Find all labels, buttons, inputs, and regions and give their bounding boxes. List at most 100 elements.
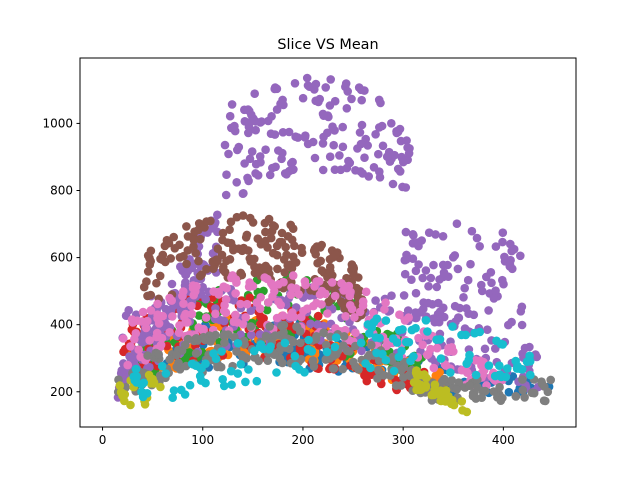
scatter-point-series-9-cluster-0-55 <box>169 386 179 395</box>
scatter-point-series-4-cluster-1-82 <box>357 120 367 130</box>
scatter-point-series-7-cluster-1-48 <box>473 383 482 392</box>
scatter-point-series-4-cluster-2-66 <box>463 275 473 285</box>
scatter-point-series-6-cluster-0-166 <box>141 323 151 333</box>
scatter-point-series-9-cluster-0-69 <box>378 349 387 359</box>
x-tick-label-3: 300 <box>392 433 415 447</box>
scatter-point-series-7-cluster-0-4 <box>319 328 328 338</box>
scatter-point-series-9-cluster-0-58 <box>496 339 506 349</box>
scatter-point-series-9-cluster-0-97 <box>187 359 197 369</box>
scatter-point-series-5-cluster-0-158 <box>164 238 174 248</box>
scatter-point-series-2-cluster-0-142 <box>181 354 191 363</box>
scatter-point-series-4-cluster-2-50 <box>517 320 527 330</box>
scatter-point-series-4-cluster-2-56 <box>418 273 428 283</box>
scatter-point-series-9-cluster-0-116 <box>139 378 148 388</box>
scatter-point-series-4-cluster-2-36 <box>452 219 462 228</box>
scatter-point-series-4-cluster-2-60 <box>498 228 508 237</box>
scatter-point-series-4-cluster-1-146 <box>326 75 336 84</box>
scatter-point-series-6-cluster-0-110 <box>288 271 298 280</box>
scatter-point-series-9-cluster-0-72 <box>226 366 236 376</box>
scatter-point-series-8-cluster-1-32 <box>412 385 421 395</box>
scatter-point-series-5-cluster-0-147 <box>146 290 155 300</box>
scatter-point-series-4-cluster-1-144 <box>328 122 337 131</box>
scatter-point-series-4-cluster-2-27 <box>459 293 468 302</box>
scatter-point-series-7-cluster-1-35 <box>437 377 447 387</box>
scatter-point-series-5-cluster-0-29 <box>336 297 346 306</box>
scatter-point-series-5-cluster-0-82 <box>246 257 255 266</box>
scatter-point-series-6-cluster-0-182 <box>138 307 148 317</box>
scatter-point-series-4-cluster-1-66 <box>253 171 263 180</box>
scatter-point-series-7-cluster-0-152 <box>309 362 319 371</box>
scatter-point-series-4-cluster-3-49 <box>387 291 396 301</box>
y-tick-label-0: 200 <box>50 385 73 399</box>
scatter-point-series-7-cluster-1-14 <box>447 376 457 385</box>
scatter-point-series-5-cluster-0-39 <box>209 264 218 274</box>
scatter-point-series-4-cluster-2-9 <box>509 244 519 254</box>
scatter-point-series-6-cluster-0-153 <box>227 273 236 283</box>
scatter-point-series-4-cluster-1-114 <box>358 169 367 178</box>
scatter-point-series-4-cluster-2-64 <box>505 260 515 270</box>
scatter-point-series-4-cluster-1-105 <box>356 85 366 95</box>
scatter-point-series-4-cluster-2-43 <box>403 306 413 315</box>
scatter-point-series-5-cluster-0-64 <box>316 256 326 266</box>
scatter-point-series-6-cluster-0-36 <box>361 287 371 297</box>
scatter-point-series-6-cluster-0-216 <box>145 336 154 345</box>
scatter-point-series-4-cluster-2-70 <box>498 237 507 247</box>
scatter-point-series-9-cluster-0-84 <box>307 347 317 356</box>
scatter-point-series-6-cluster-0-171 <box>209 287 218 296</box>
scatter-point-series-4-cluster-1-17 <box>363 141 373 150</box>
scatter-point-series-4-cluster-1-93 <box>247 117 256 126</box>
scatter-point-series-4-cluster-1-79 <box>357 95 367 105</box>
scatter-point-series-5-cluster-0-189 <box>288 224 298 233</box>
scatter-point-series-4-cluster-3-120 <box>145 362 154 372</box>
scatter-point-series-6-cluster-0-174 <box>299 306 308 316</box>
scatter-point-series-9-cluster-0-11 <box>495 361 504 371</box>
scatter-point-series-7-cluster-0-111 <box>388 352 398 362</box>
scatter-point-series-4-cluster-3-154 <box>247 330 256 340</box>
scatter-point-series-7-cluster-0-161 <box>354 365 363 374</box>
scatter-point-series-6-cluster-0-192 <box>278 311 288 320</box>
scatter-point-series-9-cluster-0-75 <box>290 351 300 361</box>
scatter-point-series-6-cluster-0-204 <box>131 329 141 338</box>
scatter-point-series-3-cluster-0-166 <box>360 371 369 380</box>
scatter-point-series-5-cluster-0-170 <box>194 219 204 228</box>
scatter-point-series-6-cluster-0-209 <box>256 293 266 302</box>
scatter-point-series-9-cluster-0-112 <box>484 361 494 370</box>
scatter-point-series-0-cluster-1-8 <box>504 387 514 397</box>
scatter-point-series-4-cluster-1-148 <box>257 117 266 126</box>
scatter-point-series-6-cluster-0-206 <box>400 316 410 325</box>
scatter-point-series-6-cluster-0-114 <box>323 309 332 318</box>
scatter-point-series-4-cluster-1-62 <box>302 73 312 83</box>
scatter-point-series-6-cluster-0-29 <box>337 279 346 288</box>
scatter-point-series-6-cluster-0-197 <box>268 281 278 291</box>
scatter-point-series-6-cluster-0-93 <box>355 307 365 317</box>
scatter-point-series-4-cluster-3-51 <box>532 352 542 362</box>
scatter-point-series-9-cluster-0-94 <box>389 366 399 376</box>
scatter-point-series-5-cluster-0-121 <box>218 228 228 238</box>
scatter-point-series-7-cluster-0-184 <box>397 365 406 375</box>
scatter-point-series-7-cluster-0-197 <box>270 350 279 360</box>
scatter-point-series-4-cluster-1-156 <box>319 111 329 120</box>
scatter-point-series-5-cluster-0-128 <box>244 246 253 255</box>
scatter-point-series-4-cluster-3-83 <box>246 306 256 316</box>
scatter-point-series-4-cluster-3-13 <box>480 344 490 354</box>
scatter-point-series-9-cluster-0-99 <box>457 330 466 340</box>
scatter-point-series-9-cluster-0-115 <box>259 344 268 354</box>
scatter-point-series-9-cluster-0-5 <box>168 393 177 403</box>
scatter-point-series-9-cluster-0-89 <box>388 334 398 343</box>
scatter-point-series-9-cluster-0-52 <box>436 354 446 363</box>
scatter-point-series-7-cluster-0-187 <box>172 350 181 360</box>
y-tick-label-4: 1000 <box>42 116 73 130</box>
scatter-point-series-3-cluster-0-32 <box>245 293 254 303</box>
scatter-point-series-9-cluster-0-8 <box>131 364 141 374</box>
scatter-point-series-9-cluster-0-40 <box>272 368 281 377</box>
scatter-point-series-6-cluster-0-56 <box>179 299 188 309</box>
scatter-point-series-5-cluster-0-196 <box>272 241 282 251</box>
scatter-point-series-6-cluster-0-32 <box>380 305 389 314</box>
scatter-point-series-4-cluster-2-39 <box>424 282 433 291</box>
scatter-point-series-7-cluster-1-46 <box>529 388 539 398</box>
scatter-point-series-6-cluster-0-91 <box>231 289 240 298</box>
scatter-point-series-7-cluster-0-167 <box>191 349 201 358</box>
scatter-point-series-6-cluster-0-81 <box>287 283 296 292</box>
scatter-point-series-7-cluster-0-160 <box>373 374 382 383</box>
scatter-point-series-4-cluster-1-98 <box>347 94 356 104</box>
